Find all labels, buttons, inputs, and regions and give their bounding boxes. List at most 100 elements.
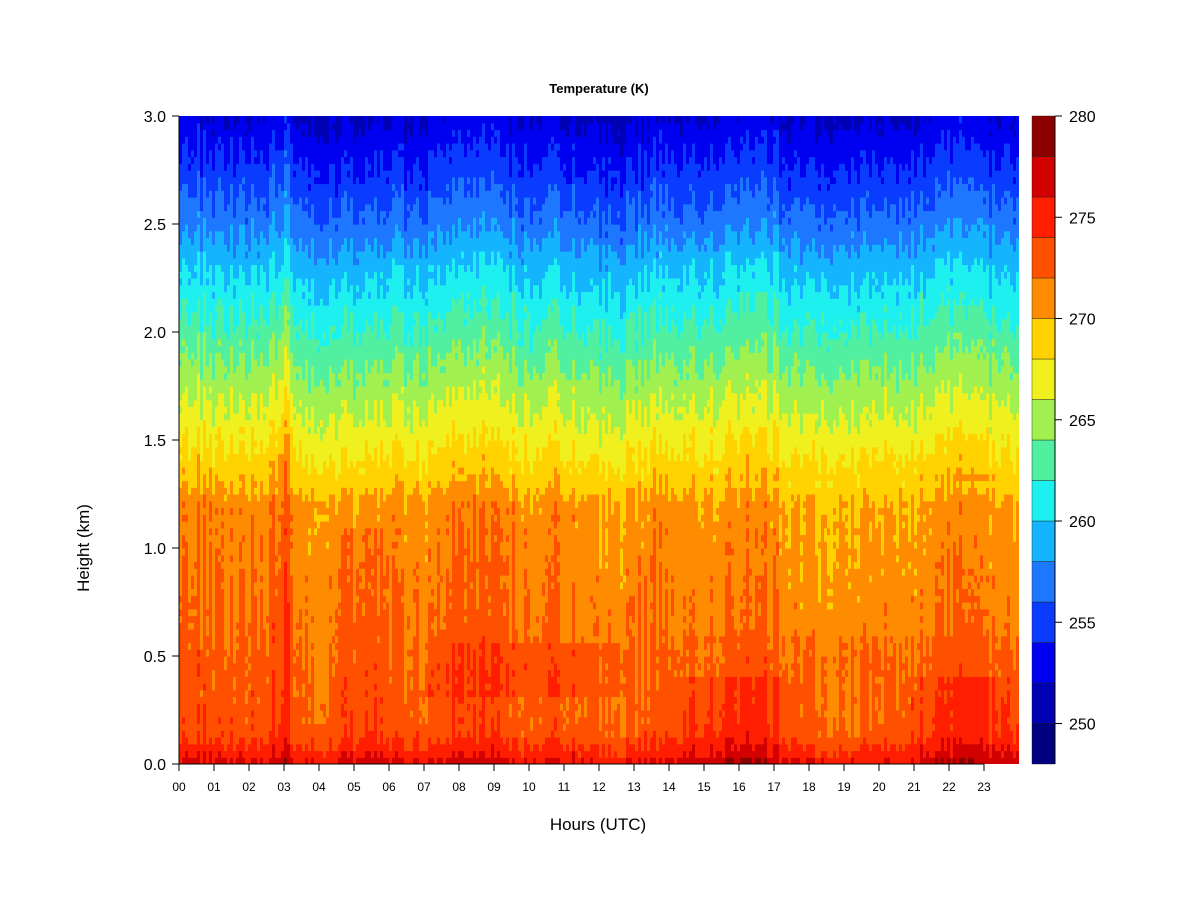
- heatmap-cell: [926, 372, 930, 407]
- heatmap-cell: [245, 129, 249, 137]
- heatmap-cell: [872, 446, 876, 502]
- heatmap-cell: [494, 338, 498, 347]
- heatmap-cell: [308, 696, 312, 711]
- heatmap-cell: [773, 291, 777, 333]
- heatmap-cell: [467, 683, 471, 691]
- heatmap-cell: [755, 575, 759, 677]
- heatmap-cell: [905, 514, 909, 637]
- heatmap-cell: [800, 129, 804, 178]
- heatmap-cell: [896, 224, 900, 259]
- heatmap-cell: [497, 291, 501, 333]
- heatmap-cell: [788, 581, 792, 590]
- heatmap-cell: [455, 359, 459, 401]
- heatmap-cell: [794, 271, 798, 279]
- heatmap-cell: [413, 116, 417, 164]
- heatmap-cell: [575, 136, 579, 178]
- heatmap-cell: [410, 257, 414, 299]
- heatmap-cell: [377, 122, 381, 178]
- heatmap-cell: [503, 602, 507, 617]
- heatmap-cell: [911, 696, 915, 711]
- heatmap-cell: [848, 467, 852, 549]
- heatmap-cell: [488, 595, 492, 603]
- heatmap-cell: [194, 595, 198, 610]
- heatmap-cell: [293, 163, 297, 171]
- heatmap-cell: [410, 210, 414, 259]
- heatmap-cell: [221, 554, 225, 563]
- heatmap-cell: [803, 176, 807, 205]
- heatmap-cell: [278, 149, 282, 185]
- heatmap-cell: [833, 662, 837, 718]
- heatmap-cell: [806, 116, 810, 164]
- heatmap-cell: [446, 568, 450, 664]
- heatmap-cell: [383, 217, 387, 225]
- heatmap-cell: [269, 527, 273, 731]
- heatmap-cell: [308, 183, 312, 191]
- heatmap-cell: [224, 379, 228, 407]
- heatmap-cell: [623, 392, 627, 434]
- heatmap-cell: [752, 750, 756, 764]
- heatmap-cell: [896, 338, 900, 394]
- heatmap-cell: [659, 183, 663, 232]
- heatmap-cell: [755, 386, 759, 394]
- heatmap-cell: [845, 568, 849, 576]
- heatmap-cell: [638, 757, 642, 764]
- heatmap-cell: [740, 608, 744, 623]
- heatmap-cell: [695, 244, 699, 279]
- heatmap-cell: [452, 298, 456, 340]
- heatmap-cell: [908, 743, 912, 764]
- heatmap-cell: [791, 494, 795, 502]
- heatmap-cell: [404, 143, 408, 191]
- heatmap-cell: [659, 129, 663, 144]
- heatmap-cell: [557, 683, 561, 698]
- heatmap-cell: [224, 649, 228, 657]
- heatmap-cell: [308, 176, 312, 185]
- heatmap-cell: [662, 278, 666, 286]
- heatmap-cell: [341, 716, 345, 738]
- heatmap-cell: [809, 494, 813, 637]
- heatmap-cell: [932, 406, 936, 455]
- heatmap-cell: [728, 298, 732, 347]
- heatmap-cell: [284, 426, 288, 434]
- heatmap-cell: [893, 514, 897, 536]
- heatmap-cell: [746, 116, 750, 131]
- heatmap-cell: [917, 507, 921, 515]
- heatmap-cell: [320, 419, 324, 428]
- heatmap-cell: [323, 143, 327, 185]
- heatmap-cell: [248, 163, 252, 205]
- heatmap-cell: [704, 635, 708, 650]
- heatmap-cell: [404, 534, 408, 542]
- heatmap-cell: [788, 345, 792, 387]
- heatmap-cell: [440, 230, 444, 286]
- heatmap-cell: [401, 237, 405, 266]
- heatmap-cell: [467, 136, 471, 144]
- heatmap-cell: [782, 122, 786, 131]
- heatmap-cell: [590, 602, 594, 644]
- heatmap-cell: [743, 743, 747, 758]
- heatmap-cell: [551, 730, 555, 758]
- heatmap-cell: [341, 703, 345, 718]
- heatmap-cell: [641, 480, 645, 502]
- heatmap-cell: [881, 575, 885, 671]
- heatmap-cell: [602, 460, 606, 495]
- heatmap-cell: [512, 757, 516, 764]
- heatmap-cell: [605, 669, 609, 677]
- heatmap-cell: [539, 210, 543, 218]
- heatmap-cell: [905, 419, 909, 455]
- heatmap-cell: [311, 203, 315, 239]
- heatmap-cell: [656, 251, 660, 259]
- heatmap-cell: [296, 332, 300, 340]
- heatmap-cell: [236, 743, 240, 758]
- heatmap-cell: [227, 129, 231, 164]
- heatmap-cell: [443, 156, 447, 205]
- heatmap-cell: [470, 116, 474, 151]
- heatmap-cell: [587, 494, 591, 644]
- heatmap-cell: [506, 737, 510, 758]
- heatmap-cell: [695, 656, 699, 664]
- heatmap-cell: [299, 365, 303, 401]
- heatmap-cell: [626, 359, 630, 401]
- heatmap-cell: [539, 224, 543, 252]
- heatmap-cell: [782, 116, 786, 124]
- heatmap-cell: [410, 433, 414, 461]
- heatmap-cell: [494, 224, 498, 232]
- heatmap-cell: [335, 622, 339, 630]
